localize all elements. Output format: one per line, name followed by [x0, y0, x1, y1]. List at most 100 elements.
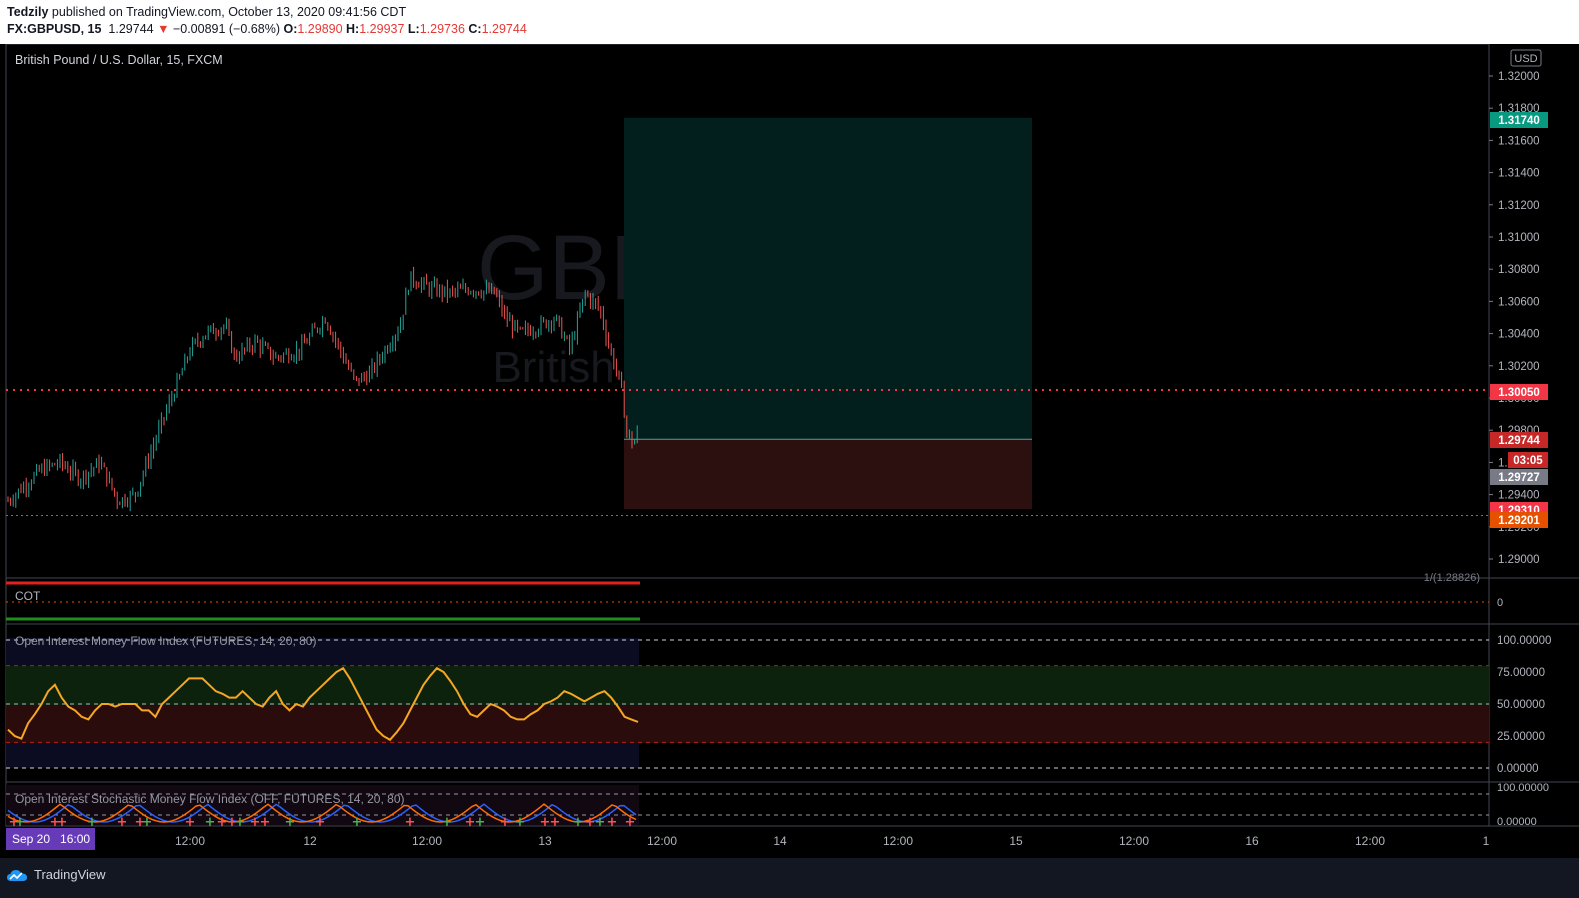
smfi-cross-marker: + [235, 815, 246, 830]
smfi-cross-marker: + [607, 815, 618, 830]
smfi-cross-marker: + [500, 815, 511, 830]
smfi-cross-marker: + [442, 815, 453, 830]
mfi-upper-band [6, 666, 1489, 705]
candlestick-series [7, 266, 638, 512]
change-value: −0.00891 (−0.68%) [172, 22, 280, 36]
price-label-text: 1.29744 [1498, 435, 1540, 447]
price-tick-label: 1.30200 [1498, 361, 1540, 373]
close-value: 1.29744 [481, 22, 527, 36]
price-label-box [1490, 384, 1548, 400]
price-label-box [1490, 512, 1548, 528]
price-label-text: 03:05 [1513, 455, 1543, 467]
mfi-level-lines [6, 639, 1489, 769]
price-tick-label: 1.31000 [1498, 232, 1540, 244]
smfi-cross-marker: + [540, 815, 551, 830]
time-tick-label: 1 [1483, 834, 1490, 848]
smfi-cross-marker: + [595, 815, 606, 830]
horizontal-lines [6, 388, 1489, 517]
smfi-cross-marker: + [135, 815, 146, 830]
tradingview-cloud-icon [7, 869, 27, 881]
time-tick-label: 12:00 [883, 834, 913, 848]
price-tick-label: 1.32000 [1498, 71, 1540, 83]
smfi-cross-marker: + [142, 815, 153, 830]
smfi-cross-marker: + [550, 815, 561, 830]
time-tick-label: 12:00 [1119, 834, 1149, 848]
smfi-cross-marker: + [87, 815, 98, 830]
bottom-note: 1/(1.28826) [1424, 572, 1480, 584]
smfi-cross-marker: + [475, 815, 486, 830]
main-legend[interactable]: British Pound / U.S. Dollar, 15, FXCM [15, 53, 223, 67]
smfi-y-tick-100: 100.00000 [1497, 782, 1549, 794]
loss-zone[interactable] [624, 439, 1032, 510]
smfi-cross-marker: + [217, 815, 228, 830]
smfi-cross-marker: + [50, 815, 61, 830]
price-tick-label: 1.31400 [1498, 168, 1540, 180]
ohlc-line: FX:GBPUSD, 15 1.29744 ▼ −0.00891 (−0.68%… [7, 22, 527, 36]
open-label: O: [283, 22, 298, 36]
published-text: published on TradingView.com, October 13… [48, 5, 407, 19]
smfi-cross-marker: + [625, 815, 636, 830]
smfi-d-line [7, 803, 637, 823]
smfi-cross-marker: + [585, 815, 596, 830]
smfi-k-line [7, 803, 637, 823]
time-tick-label: 12:00 [647, 834, 677, 848]
publisher-name[interactable]: Tedzily [7, 5, 49, 19]
smfi-title[interactable]: Open Interest Stochastic Money Flow Inde… [15, 792, 404, 806]
currency-box[interactable] [1510, 49, 1542, 67]
mfi-y-tick: 0.00000 [1497, 763, 1539, 775]
mfi-scale: 100.00000 75.00000 50.00000 25.00000 0.00000 [1497, 635, 1551, 775]
smfi-cross-marker: + [465, 815, 476, 830]
price-label-box [1508, 452, 1548, 468]
smfi-cross-marker: + [57, 815, 68, 830]
price-label-text: 1.30050 [1498, 387, 1540, 399]
cot-title[interactable]: COT [15, 589, 41, 603]
crosshair-date-label: Sep 20 16:00 [12, 832, 90, 846]
mfi-title[interactable]: Open Interest Money Flow Index (FUTURES,… [15, 634, 316, 648]
smfi-cross-marker: + [315, 815, 326, 830]
smfi-cross-marker: + [250, 815, 261, 830]
price-label-box [1490, 112, 1548, 128]
mfi-y-tick: 50.00000 [1497, 699, 1545, 711]
smfi-cross-marker: + [205, 815, 216, 830]
mfi-lower-band [6, 705, 1489, 743]
price-tick-label: 1.30600 [1498, 296, 1540, 308]
tradingview-logo-text: TradingView [34, 867, 106, 882]
crosshair-date-box [6, 828, 95, 850]
price-label-box [1490, 469, 1548, 485]
down-arrow-icon: ▼ [157, 22, 170, 36]
time-tick-label: 12:00 [412, 834, 442, 848]
chart-area[interactable]: GBPUSD, 15 British Pound / U.S. Dollar B… [0, 44, 1579, 858]
time-tick-label: 15 [1009, 834, 1023, 848]
high-label: H: [346, 22, 360, 36]
time-tick-label: 12 [303, 834, 317, 848]
price-tick-label: 1.31200 [1498, 200, 1540, 212]
low-value: 1.29736 [419, 22, 465, 36]
price-tick-label: 1.30400 [1498, 329, 1540, 341]
tradingview-logo[interactable]: TradingView [6, 867, 106, 882]
time-tick-label: 12:00 [175, 834, 205, 848]
profit-zone[interactable] [624, 117, 1032, 440]
price-tick-label: 1.29000 [1498, 554, 1540, 566]
price-labels: 1.317401.300501.2974403:051.297271.29310… [1490, 112, 1548, 528]
mfi-series-line [7, 666, 639, 742]
smfi-cross-marker: + [405, 815, 416, 830]
mfi-y-tick: 75.00000 [1497, 667, 1545, 679]
smfi-cross-marker: + [515, 815, 526, 830]
close-label: C: [468, 22, 482, 36]
smfi-cross-markers: ++ ++ + + ++ + + + ++ + + + + + + + + + + + + + + + + + + [9, 815, 636, 830]
publish-header: Tedzily published on TradingView.com, Oc… [0, 0, 1579, 44]
smfi-cross-marker: + [285, 815, 296, 830]
publish-line: Tedzily published on TradingView.com, Oc… [7, 5, 406, 19]
mfi-y-tick: 25.00000 [1497, 731, 1545, 743]
smfi-cross-marker: + [15, 815, 26, 830]
smfi-cross-marker: + [185, 815, 196, 830]
price-tick-label: 1.30800 [1498, 264, 1540, 276]
price-tick-label: 1.29400 [1498, 490, 1540, 502]
time-tick-label: 14 [773, 834, 787, 848]
time-tick-label: 16 [1245, 834, 1259, 848]
price-label-text: 1.29727 [1498, 472, 1540, 484]
price-label-text: 1.31740 [1498, 115, 1540, 127]
smfi-cross-marker: + [573, 815, 584, 830]
time-scale[interactable]: 12:00 12 12:00 13 12:00 14 12:00 15 12:00 16 12:00… [175, 834, 1490, 848]
open-value: 1.29890 [297, 22, 343, 36]
